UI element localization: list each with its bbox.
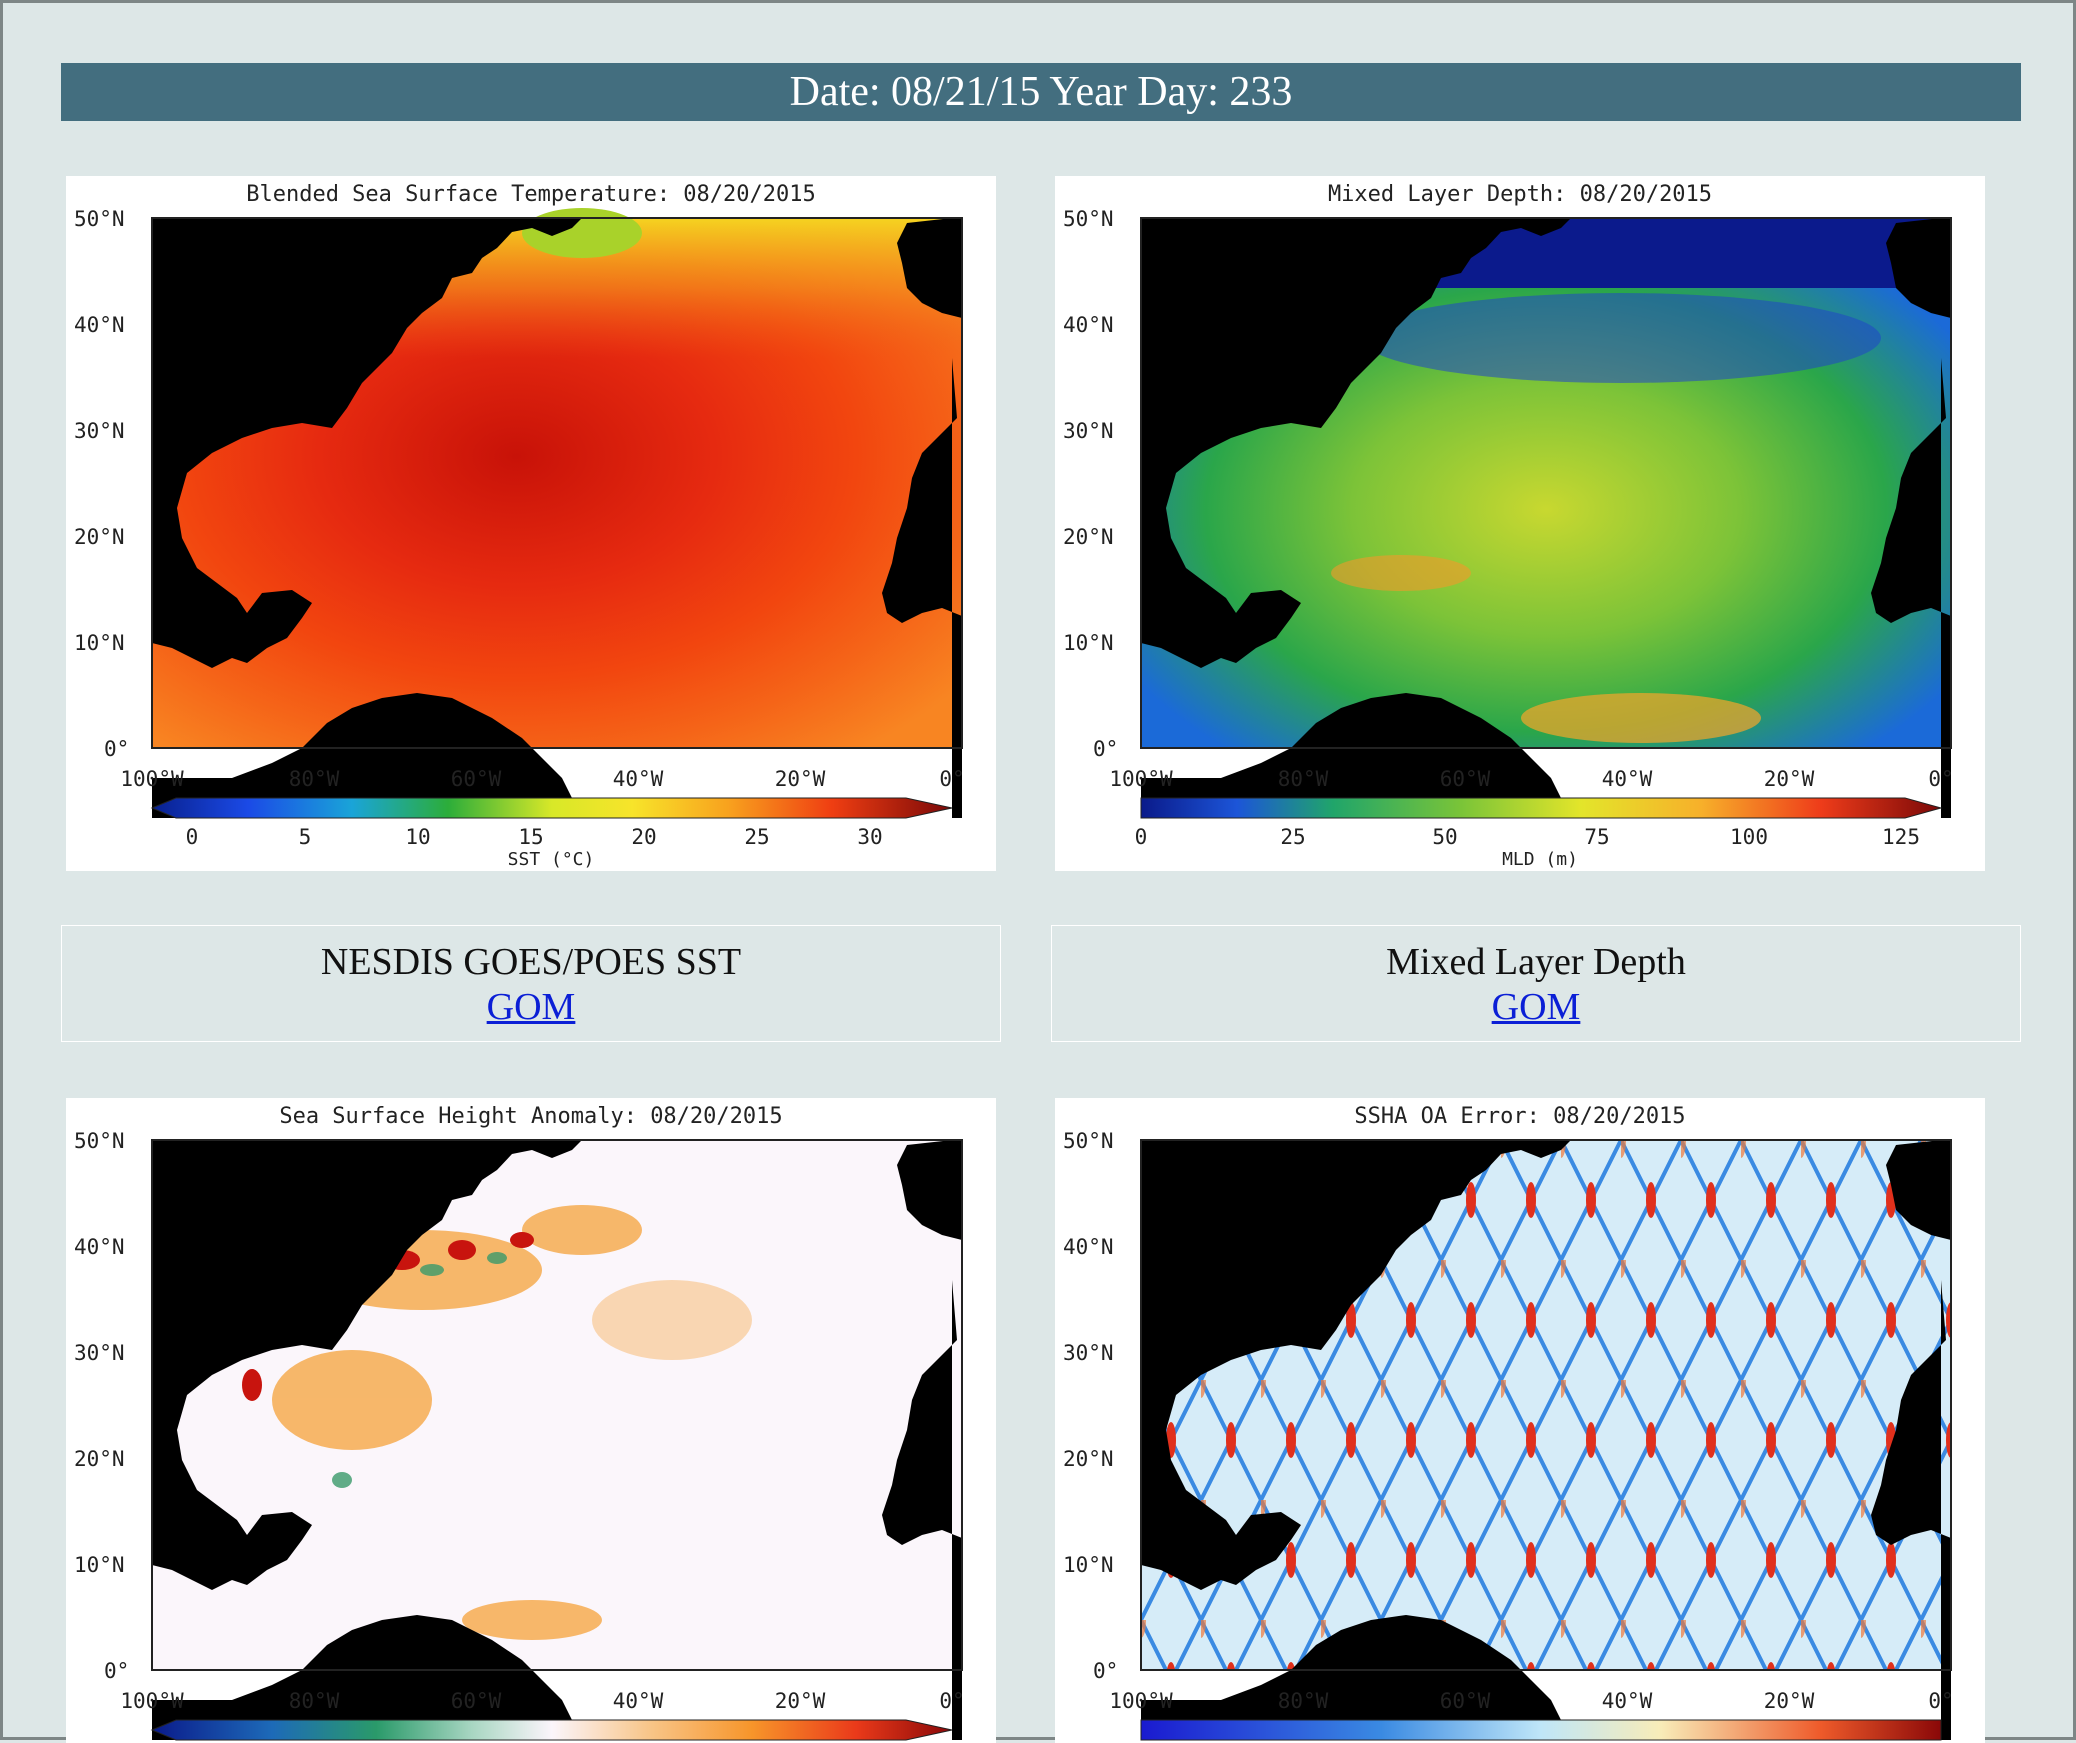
lon-label: 80°W	[289, 1689, 340, 1713]
mld-colorbar	[1140, 797, 1943, 819]
svg-text:50: 50	[1432, 825, 1457, 849]
lat-label: 50°N	[74, 1129, 125, 1153]
sst-map-panel: Blended Sea Surface Temperature: 08/20/2…	[66, 176, 996, 871]
lon-label: 0°	[1928, 1689, 1953, 1713]
lon-label: 20°W	[775, 767, 826, 791]
ssha-map-panel: Sea Surface Height Anomaly: 08/20/2015	[66, 1098, 996, 1743]
lon-label: 80°W	[1278, 767, 1329, 791]
sst-lon-labels: 100°W 80°W 60°W 40°W 20°W 0°	[120, 767, 964, 791]
lat-label: 0°	[104, 737, 129, 761]
ssha-colorbar	[150, 1719, 953, 1741]
mld-caption-title: Mixed Layer Depth	[1386, 941, 1686, 983]
lon-label: 40°W	[613, 767, 664, 791]
lat-label: 10°N	[1063, 1553, 1114, 1577]
lon-label: 100°W	[1109, 1689, 1173, 1713]
lon-label: 20°W	[1764, 767, 1815, 791]
lon-label: 20°W	[1764, 1689, 1815, 1713]
svg-text:15: 15	[518, 825, 543, 849]
lon-label: 100°W	[120, 767, 184, 791]
sst-map-title: Blended Sea Surface Temperature: 08/20/2…	[246, 182, 816, 207]
lon-label: 80°W	[289, 767, 340, 791]
lon-label: 60°W	[451, 1689, 502, 1713]
svg-text:75: 75	[1584, 825, 1609, 849]
ssha-error-map: SSHA OA Error: 08/20/2015 50°N 40°N 30°N…	[1063, 1104, 1954, 1741]
svg-text:100: 100	[1730, 825, 1768, 849]
svg-text:25: 25	[744, 825, 769, 849]
lat-label: 30°N	[1063, 419, 1114, 443]
lat-label: 10°N	[74, 1553, 125, 1577]
lon-label: 0°	[939, 767, 964, 791]
lon-label: 60°W	[1440, 767, 1491, 791]
lon-label: 40°W	[1602, 1689, 1653, 1713]
mld-map-title: Mixed Layer Depth: 08/20/2015	[1328, 182, 1712, 207]
svg-text:5: 5	[299, 825, 312, 849]
svg-text:0: 0	[186, 825, 199, 849]
mld-map-panel: Mixed Layer Depth: 08/20/2015 50°N 40°N …	[1055, 176, 1985, 871]
sst-cbar-label: SST (°C)	[508, 849, 595, 870]
svg-text:30: 30	[857, 825, 882, 849]
lat-label: 20°N	[74, 525, 125, 549]
sst-caption-box: NESDIS GOES/POES SST GOM	[61, 925, 1001, 1042]
sst-cbar-ticks: 0 5 10 15 20 25 30	[186, 825, 883, 849]
lat-label: 0°	[1093, 737, 1118, 761]
lat-label: 0°	[1093, 1659, 1118, 1683]
mld-cbar-ticks: 0 25 50 75 100 125	[1135, 825, 1920, 849]
date-header: Date: 08/21/15 Year Day: 233	[61, 63, 2021, 121]
lat-label: 40°N	[74, 1235, 125, 1259]
sst-lat-labels: 50°N 40°N 30°N 20°N 10°N 0°	[74, 207, 129, 761]
sst-caption-title: NESDIS GOES/POES SST	[320, 941, 742, 983]
lon-label: 60°W	[1440, 1689, 1491, 1713]
ssha-error-colorbar	[1140, 1719, 1942, 1741]
svg-text:125: 125	[1882, 825, 1920, 849]
lat-label: 20°N	[1063, 525, 1114, 549]
lat-label: 50°N	[1063, 207, 1114, 231]
lat-label: 40°N	[1063, 1235, 1114, 1259]
lat-label: 20°N	[74, 1447, 125, 1471]
lon-label: 40°W	[1602, 767, 1653, 791]
lon-label: 80°W	[1278, 1689, 1329, 1713]
lon-label: 100°W	[120, 1689, 184, 1713]
lon-label: 0°	[939, 1689, 964, 1713]
sst-colorbar	[150, 797, 953, 819]
lon-label: 40°W	[613, 1689, 664, 1713]
mld-caption-box: Mixed Layer Depth GOM	[1051, 925, 2021, 1042]
lat-label: 40°N	[1063, 313, 1114, 337]
lat-label: 30°N	[74, 1341, 125, 1365]
lat-label: 40°N	[74, 313, 125, 337]
ssha-map: Sea Surface Height Anomaly: 08/20/2015	[74, 1104, 965, 1741]
mld-gom-link[interactable]: GOM	[1491, 986, 1581, 1028]
mld-lat-labels: 50°N 40°N 30°N 20°N 10°N 0°	[1063, 207, 1118, 761]
ssha-error-map-title: SSHA OA Error: 08/20/2015	[1354, 1104, 1685, 1129]
lon-label: 100°W	[1109, 767, 1173, 791]
svg-text:10: 10	[405, 825, 430, 849]
ssha-lat-labels: 50°N 40°N 30°N 20°N 10°N 0°	[74, 1129, 129, 1683]
lat-label: 50°N	[74, 207, 125, 231]
lat-label: 10°N	[74, 631, 125, 655]
mld-lon-labels: 100°W 80°W 60°W 40°W 20°W 0°	[1109, 767, 1953, 791]
lat-label: 30°N	[74, 419, 125, 443]
lat-label: 0°	[104, 1659, 129, 1683]
lon-label: 0°	[1928, 767, 1953, 791]
lat-label: 30°N	[1063, 1341, 1114, 1365]
lat-label: 20°N	[1063, 1447, 1114, 1471]
ssha-error-lon-labels: 100°W 80°W 60°W 40°W 20°W 0°	[1109, 1689, 1953, 1713]
sst-gom-link[interactable]: GOM	[486, 986, 576, 1028]
mld-map: Mixed Layer Depth: 08/20/2015 50°N 40°N …	[1063, 182, 1954, 870]
svg-text:25: 25	[1280, 825, 1305, 849]
lon-label: 20°W	[775, 1689, 826, 1713]
lat-label: 10°N	[1063, 631, 1114, 655]
ssha-error-lat-labels: 50°N 40°N 30°N 20°N 10°N 0°	[1063, 1129, 1118, 1683]
svg-text:0: 0	[1135, 825, 1148, 849]
ssha-error-map-panel: SSHA OA Error: 08/20/2015 50°N 40°N 30°N…	[1055, 1098, 1985, 1743]
ssha-lon-labels: 100°W 80°W 60°W 40°W 20°W 0°	[120, 1689, 964, 1713]
ssha-map-title: Sea Surface Height Anomaly: 08/20/2015	[279, 1104, 782, 1129]
svg-text:20: 20	[631, 825, 656, 849]
lon-label: 60°W	[451, 767, 502, 791]
mld-cbar-label: MLD (m)	[1502, 849, 1578, 870]
sst-map: Blended Sea Surface Temperature: 08/20/2…	[74, 182, 965, 870]
lat-label: 50°N	[1063, 1129, 1114, 1153]
